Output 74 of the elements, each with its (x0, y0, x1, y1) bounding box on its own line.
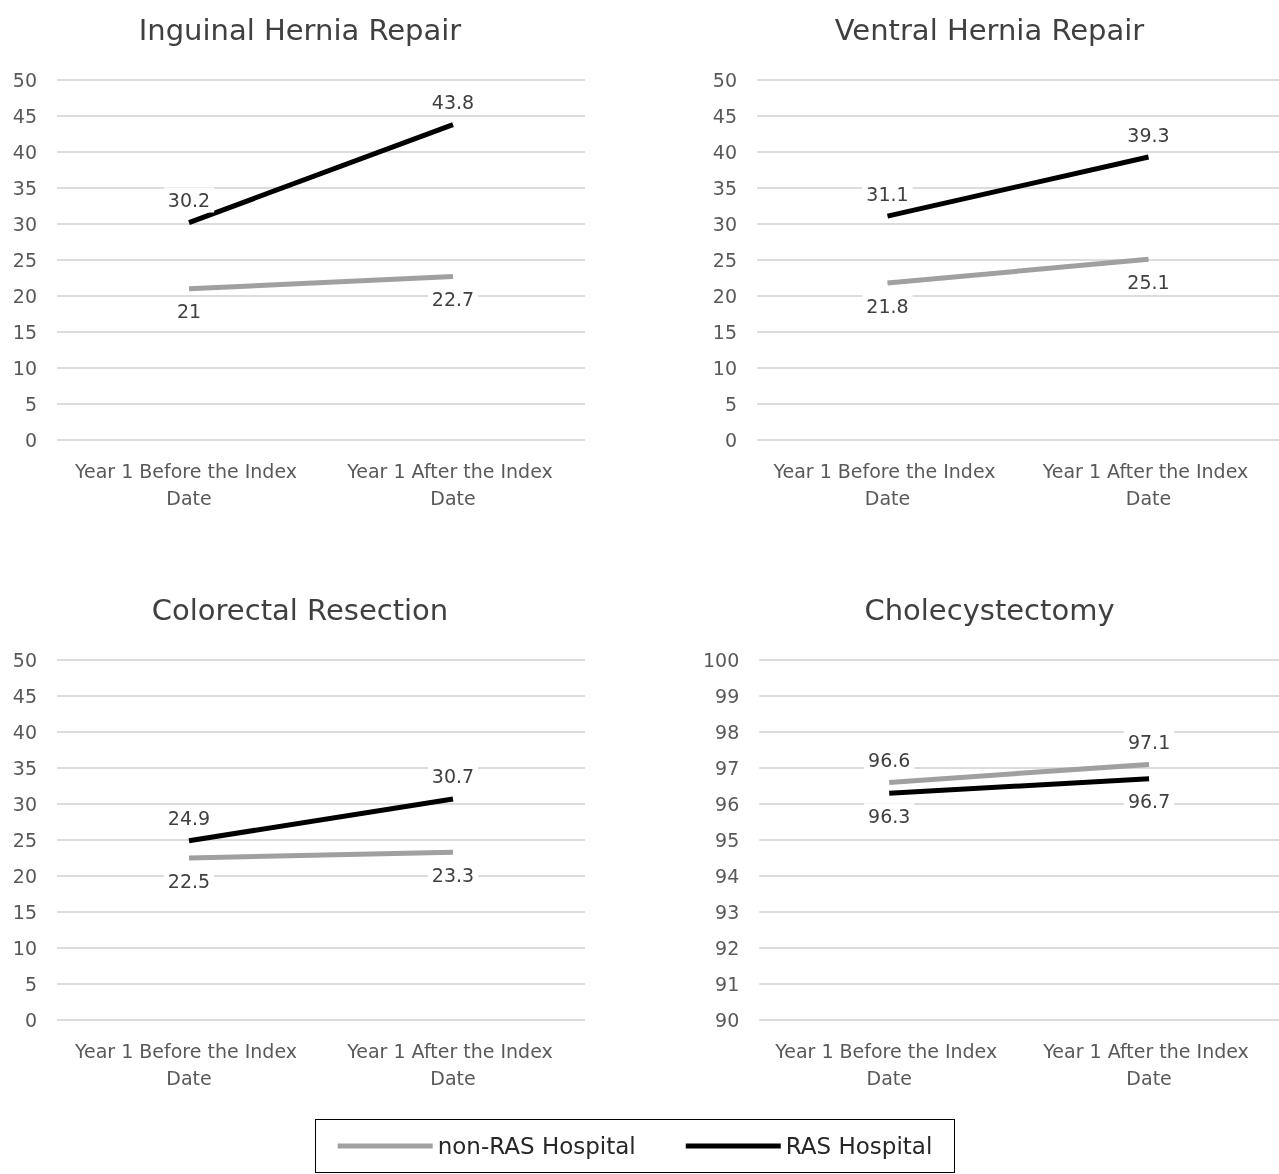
chart-title: Colorectal Resection (151, 592, 449, 627)
data-label: 96.3 (868, 804, 911, 827)
data-label: 25.1 (1127, 270, 1170, 293)
y-tick-label: 35 (712, 177, 737, 199)
y-tick-label: 91 (715, 973, 740, 995)
x-tick-label: Year 1 Before the Index Date (73, 1039, 304, 1089)
y-tick-label: 10 (12, 937, 37, 959)
legend-label: non-RAS Hospital (437, 1133, 636, 1159)
y-tick-label: 25 (12, 829, 37, 851)
y-tick-label: 50 (12, 649, 37, 671)
chart-title: Inguinal Hernia Repair (138, 12, 462, 47)
y-tick-label: 30 (12, 213, 37, 235)
y-tick-label: 15 (12, 321, 37, 343)
y-tick-label: 20 (712, 285, 737, 307)
chart-title: Ventral Hernia Repair (834, 12, 1145, 47)
data-label: 97.1 (1127, 730, 1171, 753)
y-tick-label: 45 (712, 105, 737, 127)
y-tick-label: 90 (715, 1009, 740, 1031)
data-label: 21.8 (866, 294, 909, 317)
y-tick-label: 40 (712, 141, 737, 163)
y-tick-label: 98 (715, 721, 740, 743)
y-tick-label: 5 (24, 973, 37, 995)
y-tick-label: 35 (12, 177, 37, 199)
data-label: 96.7 (1127, 790, 1171, 813)
y-tick-label: 0 (24, 429, 37, 451)
x-tick-label: Year 1 Before the Index Date (772, 459, 1002, 509)
y-tick-label: 94 (715, 865, 740, 887)
y-tick-label: 5 (24, 393, 37, 415)
y-tick-label: 45 (12, 685, 37, 707)
data-label: 22.5 (167, 869, 211, 892)
y-tick-label: 15 (712, 321, 737, 343)
data-label: 31.1 (866, 182, 909, 205)
x-tick-label: Year 1 Before the Index Date (774, 1039, 1004, 1089)
data-label: 43.8 (431, 91, 475, 114)
y-tick-label: 45 (12, 105, 37, 127)
y-tick-label: 20 (12, 285, 37, 307)
y-tick-label: 5 (724, 393, 737, 415)
x-tick-label: Year 1 After the Index Date (1041, 459, 1255, 509)
y-tick-label: 40 (12, 141, 37, 163)
y-tick-label: 30 (12, 793, 37, 815)
data-label: 39.3 (1127, 123, 1170, 146)
y-tick-label: 40 (12, 721, 37, 743)
y-tick-label: 96 (715, 793, 740, 815)
chart-title: Cholecystectomy (864, 592, 1115, 627)
y-tick-label: 10 (712, 357, 737, 379)
x-tick-label: Year 1 After the Index Date (346, 1039, 559, 1089)
y-tick-label: 15 (12, 901, 37, 923)
y-tick-label: 97 (715, 757, 740, 779)
y-tick-label: 0 (724, 429, 737, 451)
y-tick-label: 92 (715, 937, 740, 959)
x-tick-label: Year 1 After the Index Date (346, 459, 559, 509)
y-tick-label: 50 (12, 69, 37, 91)
y-tick-label: 93 (715, 901, 740, 923)
y-tick-label: 99 (715, 685, 740, 707)
data-label: 21 (176, 300, 202, 323)
y-tick-label: 20 (12, 865, 37, 887)
y-tick-label: 100 (703, 649, 740, 671)
y-tick-label: 0 (24, 1009, 37, 1031)
x-tick-label: Year 1 Before the Index Date (73, 459, 304, 509)
y-tick-label: 50 (712, 69, 737, 91)
y-tick-label: 95 (715, 829, 740, 851)
data-label: 96.6 (868, 748, 911, 771)
data-label: 23.3 (431, 863, 475, 886)
y-tick-label: 30 (712, 213, 737, 235)
y-tick-label: 25 (12, 249, 37, 271)
legend-label: RAS Hospital (785, 1133, 933, 1159)
data-label: 24.9 (167, 807, 211, 830)
y-tick-label: 25 (712, 249, 737, 271)
data-label: 22.7 (431, 288, 475, 311)
y-tick-label: 35 (12, 757, 37, 779)
y-tick-label: 10 (12, 357, 37, 379)
data-label: 30.2 (167, 189, 211, 212)
x-tick-label: Year 1 After the Index Date (1042, 1039, 1255, 1089)
data-label: 30.7 (431, 765, 475, 788)
